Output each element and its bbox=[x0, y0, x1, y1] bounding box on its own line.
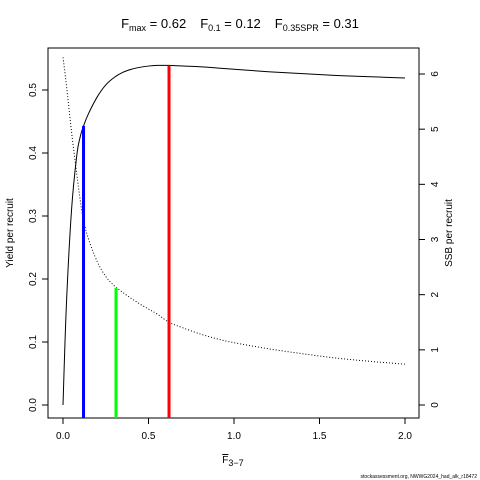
f01-label: F bbox=[200, 16, 208, 31]
y-right-axis-ticks: 0 1 2 3 4 5 6 bbox=[419, 71, 441, 408]
reference-lines bbox=[82, 65, 171, 418]
x-tick-label: 1.0 bbox=[227, 431, 241, 442]
x-tick-label: 0.0 bbox=[56, 431, 70, 442]
fmax-label: F bbox=[121, 16, 129, 31]
y-right-tick-label: 0 bbox=[430, 402, 441, 408]
plot-frame bbox=[47, 47, 420, 419]
chart-title: Fmax = 0.62 F0.1 = 0.12 F0.35SPR = 0.31 bbox=[121, 16, 359, 33]
y-left-tick-label: 0.3 bbox=[28, 209, 39, 223]
f01-sub: 0.1 bbox=[208, 23, 221, 33]
x-axis-label: F3−7 bbox=[222, 455, 243, 468]
y-left-axis-ticks: 0.0 0.1 0.2 0.3 0.4 0.5 bbox=[28, 83, 48, 412]
x-axis-ticks: 0.0 0.5 1.0 1.5 2.0 bbox=[56, 418, 412, 442]
x-axis-label-sub: 3−7 bbox=[228, 458, 243, 468]
y-right-tick-label: 6 bbox=[430, 71, 441, 77]
y-right-tick-label: 2 bbox=[430, 291, 441, 297]
y-left-tick-label: 0.0 bbox=[28, 398, 39, 412]
f01-value: = 0.12 bbox=[221, 16, 261, 31]
y-right-tick-label: 5 bbox=[430, 126, 441, 132]
y-right-tick-label: 1 bbox=[430, 347, 441, 353]
y-left-tick-label: 0.4 bbox=[28, 146, 39, 160]
f35-value: = 0.31 bbox=[319, 16, 359, 31]
fmax-sub: max bbox=[129, 23, 147, 33]
source-credit: stockassessment.org, NWWG2024_had_alk_r1… bbox=[361, 474, 478, 480]
y-right-tick-label: 4 bbox=[430, 181, 441, 187]
x-tick-label: 1.5 bbox=[313, 431, 327, 442]
fmax-value: = 0.62 bbox=[146, 16, 186, 31]
x-tick-label: 2.0 bbox=[398, 431, 412, 442]
y-right-tick-label: 3 bbox=[430, 236, 441, 242]
yield-per-recruit-line bbox=[62, 64, 406, 406]
series-group bbox=[62, 57, 406, 406]
x-tick-label: 0.5 bbox=[142, 431, 156, 442]
y-left-tick-label: 0.1 bbox=[28, 335, 39, 349]
y-right-axis-label: SSB per recruit bbox=[444, 199, 455, 267]
y-left-tick-label: 0.2 bbox=[28, 272, 39, 286]
y-left-axis-label: Yield per recruit bbox=[5, 198, 16, 268]
f35-label: F bbox=[275, 16, 283, 31]
x-axis-label-main: F bbox=[222, 455, 228, 466]
f35-sub: 0.35SPR bbox=[283, 23, 320, 33]
y-left-tick-label: 0.5 bbox=[28, 83, 39, 97]
ssb-per-recruit-line bbox=[62, 57, 406, 365]
